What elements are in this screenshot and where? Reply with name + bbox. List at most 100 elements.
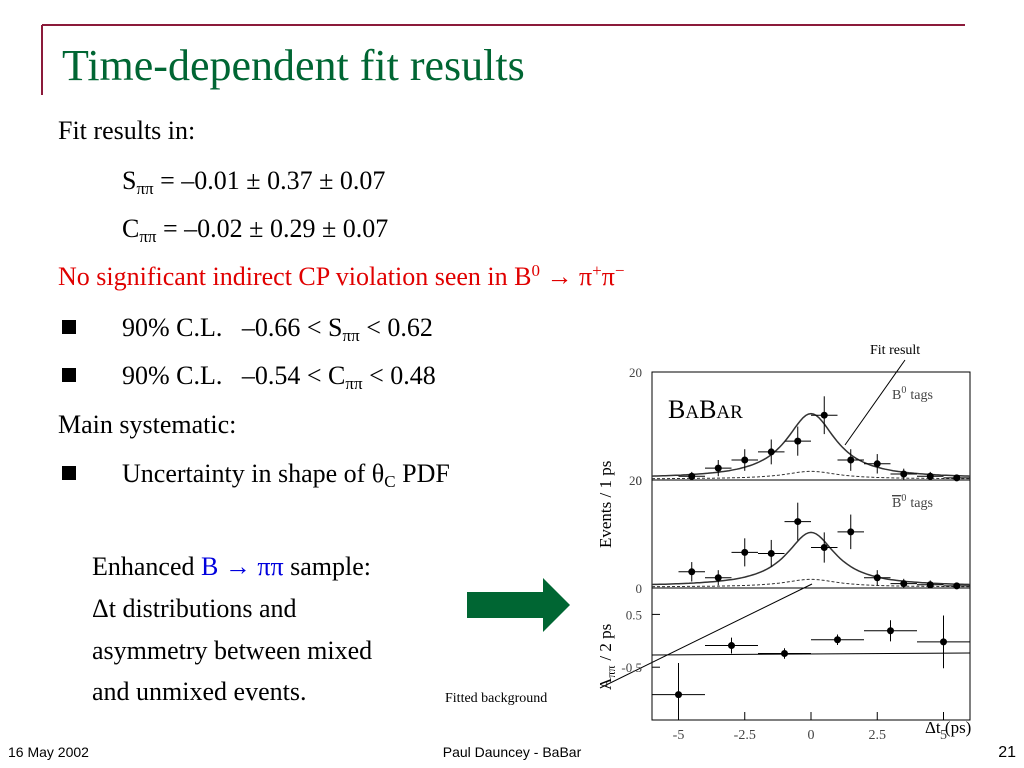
c-line: Cππ = –0.02 ± 0.29 ± 0.07 <box>122 214 389 246</box>
title: Time-dependent fit results <box>62 41 525 90</box>
panel-label: B0 tags <box>892 493 933 511</box>
bullet1: 90% C.L. –0.66 < Sππ < 0.62 <box>122 313 433 344</box>
t: B <box>668 395 685 424</box>
data-point <box>926 581 934 589</box>
label-rest: tags <box>910 388 933 403</box>
bullet3: Uncertainty in shape of θC PDF <box>122 459 450 491</box>
bullet <box>62 466 76 480</box>
rest: PDF <box>402 459 450 488</box>
text: 90% C.L. –0.54 < C <box>122 361 346 390</box>
intro: Fit results in: <box>58 116 196 145</box>
y-tick-label: 0.5 <box>626 607 642 622</box>
label-b: B <box>892 496 901 511</box>
rest: = –0.01 ± 0.37 ± 0.07 <box>160 166 386 195</box>
panel-label: B0 tags <box>892 385 933 403</box>
background-curve <box>652 578 970 588</box>
fit-curve <box>651 531 971 586</box>
bullet2: 90% C.L. –0.54 < Cππ < 0.48 <box>122 361 436 393</box>
data-point <box>794 437 802 445</box>
data-point <box>887 627 894 635</box>
logo: BABAR <box>668 395 743 424</box>
text: → π <box>546 262 593 291</box>
data-point <box>873 574 881 582</box>
sub: ππ <box>139 227 157 246</box>
data-point <box>820 544 828 551</box>
enhanced-line: asymmetry between mixed <box>92 636 373 665</box>
background-curve <box>652 470 970 480</box>
data-point <box>688 568 696 576</box>
text: Enhanced <box>92 552 195 581</box>
data-point <box>847 528 855 536</box>
sym: C <box>122 214 140 243</box>
x-tick-label: 5 <box>940 728 947 743</box>
y-tick-label: 20 <box>629 473 642 488</box>
enhanced: Enhanced B → ππ sample: <box>92 552 371 582</box>
enhanced-line: and unmixed events. <box>92 677 307 706</box>
data-point <box>728 642 735 650</box>
data-point <box>767 448 775 456</box>
data-point <box>741 456 749 464</box>
text: sample: <box>290 552 371 581</box>
t: ππ <box>604 666 618 678</box>
x-tick-label: -5 <box>673 728 685 743</box>
y-tick-label: -0.5 <box>621 660 642 675</box>
rest: < 0.62 <box>366 313 433 342</box>
label-b: B <box>892 388 901 403</box>
page-number: 21 <box>998 744 1016 761</box>
frame <box>651 371 971 721</box>
sym: S <box>122 166 137 195</box>
rest: = –0.02 ± 0.29 ± 0.07 <box>163 214 389 243</box>
t: A <box>685 402 699 423</box>
y-tick-label: 20 <box>629 365 642 380</box>
sup: − <box>614 261 625 280</box>
t: B <box>699 395 716 424</box>
data-point <box>847 456 855 464</box>
x-tick-label: -2.5 <box>734 728 756 743</box>
pointer <box>844 359 906 446</box>
t: AR <box>716 402 743 423</box>
y-label: Aππ / 2 ps <box>596 624 618 690</box>
data-point <box>714 464 722 472</box>
label-sup: 0 <box>901 493 906 504</box>
data-point <box>714 574 722 582</box>
data-point <box>834 636 841 644</box>
data-point <box>781 649 788 657</box>
x-tick-label: 0 <box>808 728 815 743</box>
bullet <box>62 368 76 382</box>
text: π <box>601 262 615 291</box>
data-point <box>741 548 749 556</box>
author: Paul Dauncey - BaBar <box>442 744 582 760</box>
sub: ππ <box>345 374 363 393</box>
x-label: Δt (ps) <box>925 718 971 737</box>
y-label: Events / 1 ps <box>596 461 615 548</box>
sub: C <box>384 472 396 491</box>
systematic: Main systematic: <box>58 410 237 439</box>
red-line: No significant indirect CP violation see… <box>58 262 624 292</box>
data-point <box>794 518 802 526</box>
rest: < 0.48 <box>369 361 436 390</box>
t: A <box>596 677 615 690</box>
annotation: Fitted background <box>445 691 547 706</box>
y-tick-label: 0 <box>636 473 643 488</box>
text: 90% C.L. –0.66 < S <box>122 313 343 342</box>
sup: + <box>592 261 602 280</box>
arrow <box>467 578 570 632</box>
text: Uncertainty in shape of θ <box>122 459 385 488</box>
text: No significant indirect CP violation see… <box>58 262 532 291</box>
fit-line <box>651 652 971 656</box>
text: B → ππ <box>201 552 284 581</box>
data-point <box>940 638 947 646</box>
pointer <box>599 583 813 689</box>
y-tick-label: 0 <box>636 581 643 596</box>
enhanced-line: Δt distributions and <box>92 594 297 623</box>
bullet <box>62 320 76 334</box>
sub: ππ <box>136 179 154 198</box>
t: / 2 ps <box>596 624 615 661</box>
data-point <box>926 472 934 480</box>
s-line: Sππ = –0.01 ± 0.37 ± 0.07 <box>122 166 386 198</box>
data-point <box>900 470 908 478</box>
data-point <box>767 549 775 557</box>
sup: 0 <box>531 261 540 280</box>
